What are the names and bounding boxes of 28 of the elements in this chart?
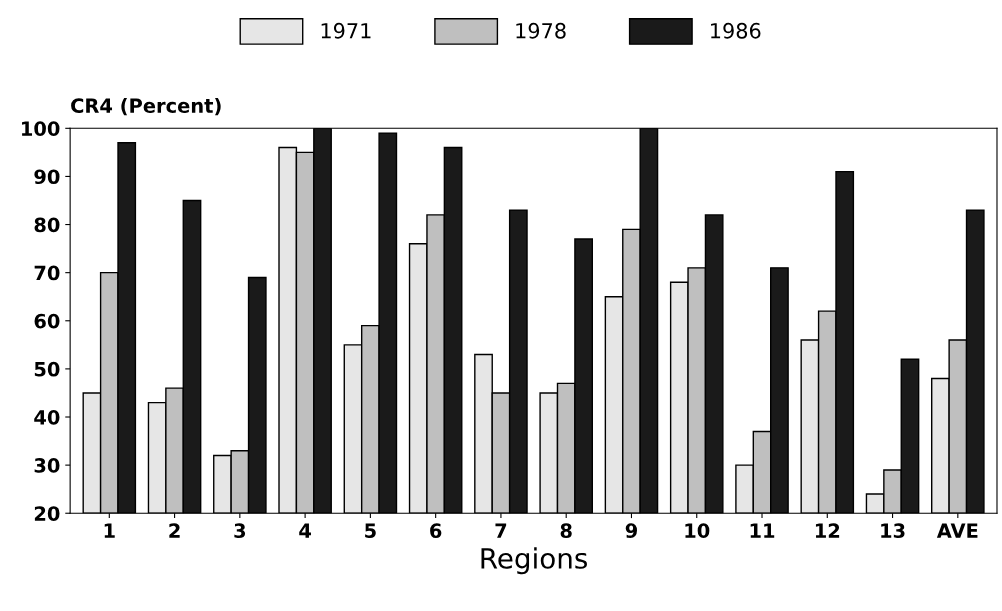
x-tick-label: 3 <box>234 523 246 539</box>
y-tick-label: 90 <box>34 169 60 185</box>
y-tick-label: 20 <box>34 506 60 521</box>
x-axis-title: Regions <box>481 547 587 575</box>
y-tick-label: 50 <box>34 361 60 377</box>
legend-label: 1971 <box>321 22 371 39</box>
x-tick-label: 6 <box>430 523 442 539</box>
x-tick-label: 4 <box>299 523 311 538</box>
x-tick-label: 1 <box>104 523 115 538</box>
legend-label: 1986 <box>711 22 761 39</box>
x-tick-label: 7 <box>495 523 507 538</box>
x-tick-label: 11 <box>750 523 775 538</box>
x-tick-label: AVE <box>936 523 978 538</box>
y-tick-label: 100 <box>22 121 60 136</box>
x-tick-label: 13 <box>881 523 905 539</box>
x-tick-label: 8 <box>560 523 572 539</box>
y-tick-label: 80 <box>34 217 60 233</box>
x-tick-label: 12 <box>815 523 840 538</box>
y-tick-label: 40 <box>34 409 60 425</box>
legend-label: 1978 <box>516 22 566 39</box>
y-tick-label: 60 <box>34 313 60 329</box>
x-tick-label: 5 <box>365 523 376 539</box>
y-tick-label: 30 <box>34 458 60 473</box>
x-tick-label: 10 <box>685 523 710 539</box>
x-tick-label: 9 <box>625 523 637 539</box>
x-tick-label: 2 <box>169 523 180 538</box>
y-axis-title: CR4 (Percent) <box>71 97 221 116</box>
y-tick-label: 70 <box>34 265 60 281</box>
